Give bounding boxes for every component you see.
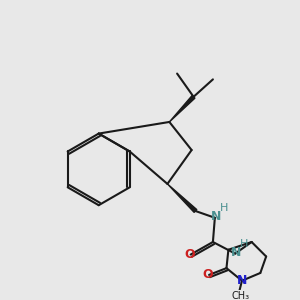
Text: N: N — [237, 274, 247, 287]
Text: O: O — [184, 248, 195, 261]
Text: O: O — [203, 268, 213, 281]
Text: H: H — [219, 203, 228, 213]
Text: N: N — [231, 246, 241, 259]
Text: N: N — [211, 210, 221, 223]
Polygon shape — [167, 184, 197, 212]
Text: CH₃: CH₃ — [232, 291, 250, 300]
Polygon shape — [169, 95, 195, 122]
Text: H: H — [240, 239, 248, 249]
